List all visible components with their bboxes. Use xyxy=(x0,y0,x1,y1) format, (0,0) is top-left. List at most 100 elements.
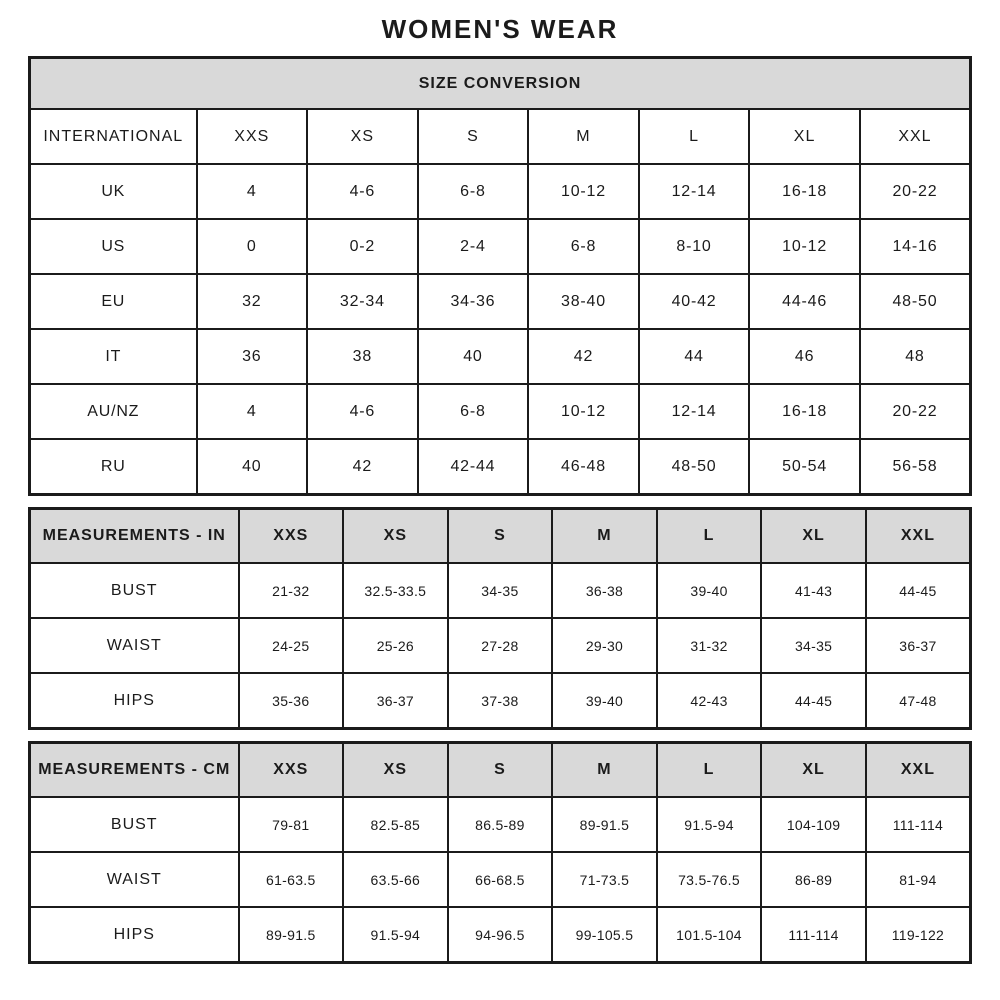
table-row-aunz: AU/NZ 4 4-6 6-8 10-12 12-14 16-18 20-22 xyxy=(28,383,972,440)
size-value: 14-16 xyxy=(858,218,972,275)
row-label: IT xyxy=(28,328,198,385)
measure-value: 39-40 xyxy=(551,672,658,730)
size-value: 46-48 xyxy=(527,438,640,496)
measure-value: 36-37 xyxy=(864,617,972,674)
table-header-row: INTERNATIONAL XXS XS S M L XL XXL xyxy=(28,108,972,165)
page-title: WOMEN'S WEAR xyxy=(381,14,619,44)
measure-value: 63.5-66 xyxy=(342,851,449,908)
size-value: 42 xyxy=(306,438,419,496)
size-value: 16-18 xyxy=(748,163,861,220)
table-header-row: MEASUREMENTS - CM XXS XS S M L XL XXL xyxy=(28,741,972,798)
measure-value: 66-68.5 xyxy=(446,851,554,908)
measure-value: 89-91.5 xyxy=(551,796,658,853)
size-guide-page: WOMEN'S WEAR SIZE CONVERSION INTERNATION… xyxy=(28,0,972,964)
table-row-hips: HIPS 35-36 36-37 37-38 39-40 42-43 44-45… xyxy=(28,672,972,730)
col-header-s: S xyxy=(446,507,554,564)
measure-value: 36-38 xyxy=(551,562,658,619)
size-value: 0 xyxy=(195,218,309,275)
col-header-xxl: XXL xyxy=(864,507,972,564)
col-header-xxs: XXS xyxy=(237,741,345,798)
size-value: 56-58 xyxy=(858,438,972,496)
measure-value: 35-36 xyxy=(237,672,345,730)
col-header-m: M xyxy=(551,741,658,798)
size-value: 0-2 xyxy=(306,218,419,275)
row-label: EU xyxy=(28,273,198,330)
col-header-international: INTERNATIONAL xyxy=(28,108,198,165)
col-header-xxl: XXL xyxy=(864,741,972,798)
measure-value: 86-89 xyxy=(760,851,867,908)
col-header-xs: XS xyxy=(306,108,419,165)
col-header-l: L xyxy=(655,507,763,564)
measure-value: 81-94 xyxy=(864,851,972,908)
size-value: 12-14 xyxy=(637,383,751,440)
table-row-ru: RU 40 42 42-44 46-48 48-50 50-54 56-58 xyxy=(28,438,972,496)
measure-value: 99-105.5 xyxy=(551,906,658,964)
measure-value: 36-37 xyxy=(342,672,449,730)
table-row-uk: UK 4 4-6 6-8 10-12 12-14 16-18 20-22 xyxy=(28,163,972,220)
measure-value: 111-114 xyxy=(864,796,972,853)
size-conversion-table: SIZE CONVERSION INTERNATIONAL XXS XS S M… xyxy=(28,56,972,496)
row-label: US xyxy=(28,218,198,275)
table-row-it: IT 36 38 40 42 44 46 48 xyxy=(28,328,972,385)
measure-value: 44-45 xyxy=(760,672,867,730)
size-value: 36 xyxy=(195,328,309,385)
size-value: 20-22 xyxy=(858,163,972,220)
col-header-m: M xyxy=(551,507,658,564)
measure-value: 91.5-94 xyxy=(655,796,763,853)
measurements-cm-table: MEASUREMENTS - CM XXS XS S M L XL XXL BU… xyxy=(28,741,972,964)
size-value: 34-36 xyxy=(416,273,530,330)
size-value: 40 xyxy=(195,438,309,496)
size-value: 10-12 xyxy=(748,218,861,275)
row-label: RU xyxy=(28,438,198,496)
size-value: 8-10 xyxy=(637,218,751,275)
row-label: BUST xyxy=(28,796,240,853)
row-label: WAIST xyxy=(28,617,240,674)
size-value: 48-50 xyxy=(858,273,972,330)
table-row-eu: EU 32 32-34 34-36 38-40 40-42 44-46 48-5… xyxy=(28,273,972,330)
size-value: 40-42 xyxy=(637,273,751,330)
measure-value: 29-30 xyxy=(551,617,658,674)
col-header-xl: XL xyxy=(748,108,861,165)
size-value: 38-40 xyxy=(527,273,640,330)
size-value: 42 xyxy=(527,328,640,385)
size-value: 42-44 xyxy=(416,438,530,496)
measure-value: 94-96.5 xyxy=(446,906,554,964)
measurements-in-header: MEASUREMENTS - IN xyxy=(28,507,240,564)
measure-value: 91.5-94 xyxy=(342,906,449,964)
size-value: 32-34 xyxy=(306,273,419,330)
size-value: 2-4 xyxy=(416,218,530,275)
measure-value: 71-73.5 xyxy=(551,851,658,908)
size-value: 50-54 xyxy=(748,438,861,496)
size-value: 16-18 xyxy=(748,383,861,440)
col-header-xl: XL xyxy=(760,741,867,798)
size-value: 10-12 xyxy=(527,383,640,440)
measure-value: 86.5-89 xyxy=(446,796,554,853)
table-header-row: MEASUREMENTS - IN XXS XS S M L XL XXL xyxy=(28,507,972,564)
size-value: 6-8 xyxy=(527,218,640,275)
measure-value: 101.5-104 xyxy=(655,906,763,964)
col-header-s: S xyxy=(446,741,554,798)
measure-value: 42-43 xyxy=(655,672,763,730)
col-header-xxl: XXL xyxy=(858,108,972,165)
measure-value: 37-38 xyxy=(446,672,554,730)
measure-value: 111-114 xyxy=(760,906,867,964)
measure-value: 44-45 xyxy=(864,562,972,619)
row-label: BUST xyxy=(28,562,240,619)
row-label: WAIST xyxy=(28,851,240,908)
measure-value: 41-43 xyxy=(760,562,867,619)
measurements-in-table: MEASUREMENTS - IN XXS XS S M L XL XXL BU… xyxy=(28,507,972,730)
measure-value: 82.5-85 xyxy=(342,796,449,853)
measure-value: 27-28 xyxy=(446,617,554,674)
size-value: 6-8 xyxy=(416,383,530,440)
table-row-bust: BUST 21-32 32.5-33.5 34-35 36-38 39-40 4… xyxy=(28,562,972,619)
size-value: 10-12 xyxy=(527,163,640,220)
table-row-bust: BUST 79-81 82.5-85 86.5-89 89-91.5 91.5-… xyxy=(28,796,972,853)
size-value: 44-46 xyxy=(748,273,861,330)
measure-value: 31-32 xyxy=(655,617,763,674)
measure-value: 34-35 xyxy=(446,562,554,619)
size-value: 4-6 xyxy=(306,163,419,220)
measure-value: 119-122 xyxy=(864,906,972,964)
measure-value: 79-81 xyxy=(237,796,345,853)
row-label: UK xyxy=(28,163,198,220)
measure-value: 21-32 xyxy=(237,562,345,619)
